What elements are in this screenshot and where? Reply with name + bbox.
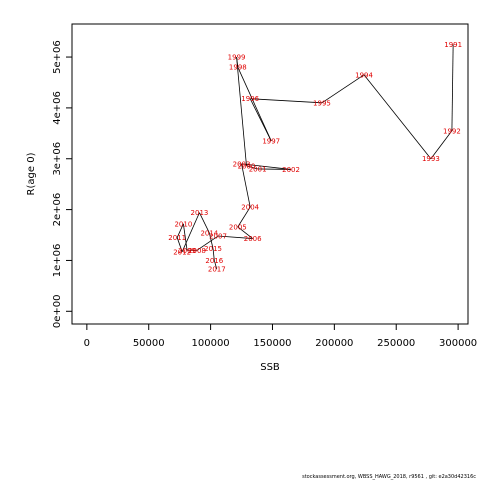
y-tick-label: 2e+06 (52, 193, 63, 227)
trajectory-segment (237, 206, 251, 228)
year-label-1993: 1993 (422, 155, 440, 163)
trajectory-segment (257, 168, 292, 170)
year-label-1992: 1992 (443, 127, 461, 135)
year-label-2002: 2002 (282, 166, 300, 174)
year-label-2010: 2010 (174, 220, 192, 228)
year-label-2005: 2005 (229, 223, 247, 231)
year-label-2012: 2012 (173, 248, 191, 256)
year-label-2017: 2017 (208, 266, 226, 274)
trajectory-segment (236, 57, 247, 166)
trajectory-segment (181, 212, 200, 252)
trajectory-segment (250, 98, 322, 104)
year-labels: 1991 1992 1993 1994 1995 1996 1997 1998 1999 2000… (168, 41, 462, 274)
year-label-2009: 2009 (178, 247, 196, 255)
trajectory-segment (430, 130, 453, 159)
trajectory-segment (451, 44, 454, 131)
year-label-2011: 2011 (168, 234, 186, 242)
trajectory-segment (199, 212, 210, 234)
trajectory-segment (237, 67, 272, 142)
y-tick-label: 3e+06 (52, 142, 63, 176)
trajectory-segment (176, 223, 184, 238)
year-label-2008: 2008 (188, 247, 206, 255)
trajectory-segment (237, 226, 253, 239)
plot-frame (71, 23, 469, 325)
year-label-2003: 2003 (233, 160, 251, 168)
y-axis: 0e+00 1e+06 2e+06 3e+06 4e+06 5e+06 (52, 40, 72, 328)
x-tick-label: 100000 (192, 338, 230, 349)
year-label-2001: 2001 (249, 165, 267, 173)
trajectory-segment (196, 235, 219, 251)
x-tick-label: 300000 (439, 338, 477, 349)
y-tick-label: 0e+00 (52, 294, 63, 328)
x-tick-label: 0 (84, 338, 90, 349)
year-label-1999: 1999 (228, 54, 246, 62)
trajectory-segment (213, 260, 218, 270)
trajectory-segment (182, 223, 188, 251)
year-label-2004: 2004 (241, 204, 259, 212)
trajectory-segment (241, 163, 251, 208)
year-label-2007: 2007 (209, 233, 227, 241)
year-label-1997: 1997 (262, 137, 280, 145)
year-label-2014: 2014 (200, 229, 218, 237)
x-tick-label: 250000 (377, 338, 415, 349)
x-tick-label: 50000 (133, 338, 165, 349)
trajectory-segment (321, 74, 365, 104)
y-axis-title: R(age 0) (26, 152, 37, 195)
year-label-2013: 2013 (191, 209, 209, 217)
trajectory-segment (217, 235, 253, 239)
trajectory-segment (176, 237, 183, 252)
trajectory-segment (246, 165, 258, 170)
year-label-1994: 1994 (355, 71, 373, 79)
year-label-2016: 2016 (205, 257, 223, 265)
x-tick-label: 200000 (315, 338, 353, 349)
footer-credit: stockassessment.org, WBSS_HAWG_2018, r95… (302, 474, 476, 480)
trajectory-segment (363, 74, 432, 159)
trajectory-segment (212, 248, 215, 261)
y-tick-label: 5e+06 (52, 40, 63, 74)
year-label-1995: 1995 (313, 99, 331, 107)
year-label-1996: 1996 (241, 95, 259, 103)
year-label-2006: 2006 (244, 235, 262, 243)
year-label-2000: 2000 (238, 162, 256, 170)
trajectory-segment (241, 163, 292, 170)
y-tick-label: 1e+06 (52, 244, 63, 278)
y-tick-label: 4e+06 (52, 91, 63, 125)
year-label-2015: 2015 (204, 245, 222, 253)
year-label-1998: 1998 (229, 64, 247, 72)
x-axis-title: SSB (260, 362, 280, 373)
x-axis: 0 50000 100000 150000 200000 250000 300000 (84, 324, 477, 349)
recruitment-trajectory (176, 44, 454, 270)
x-tick-label: 150000 (253, 338, 291, 349)
year-label-1991: 1991 (444, 41, 462, 49)
trajectory-segment (208, 232, 214, 249)
